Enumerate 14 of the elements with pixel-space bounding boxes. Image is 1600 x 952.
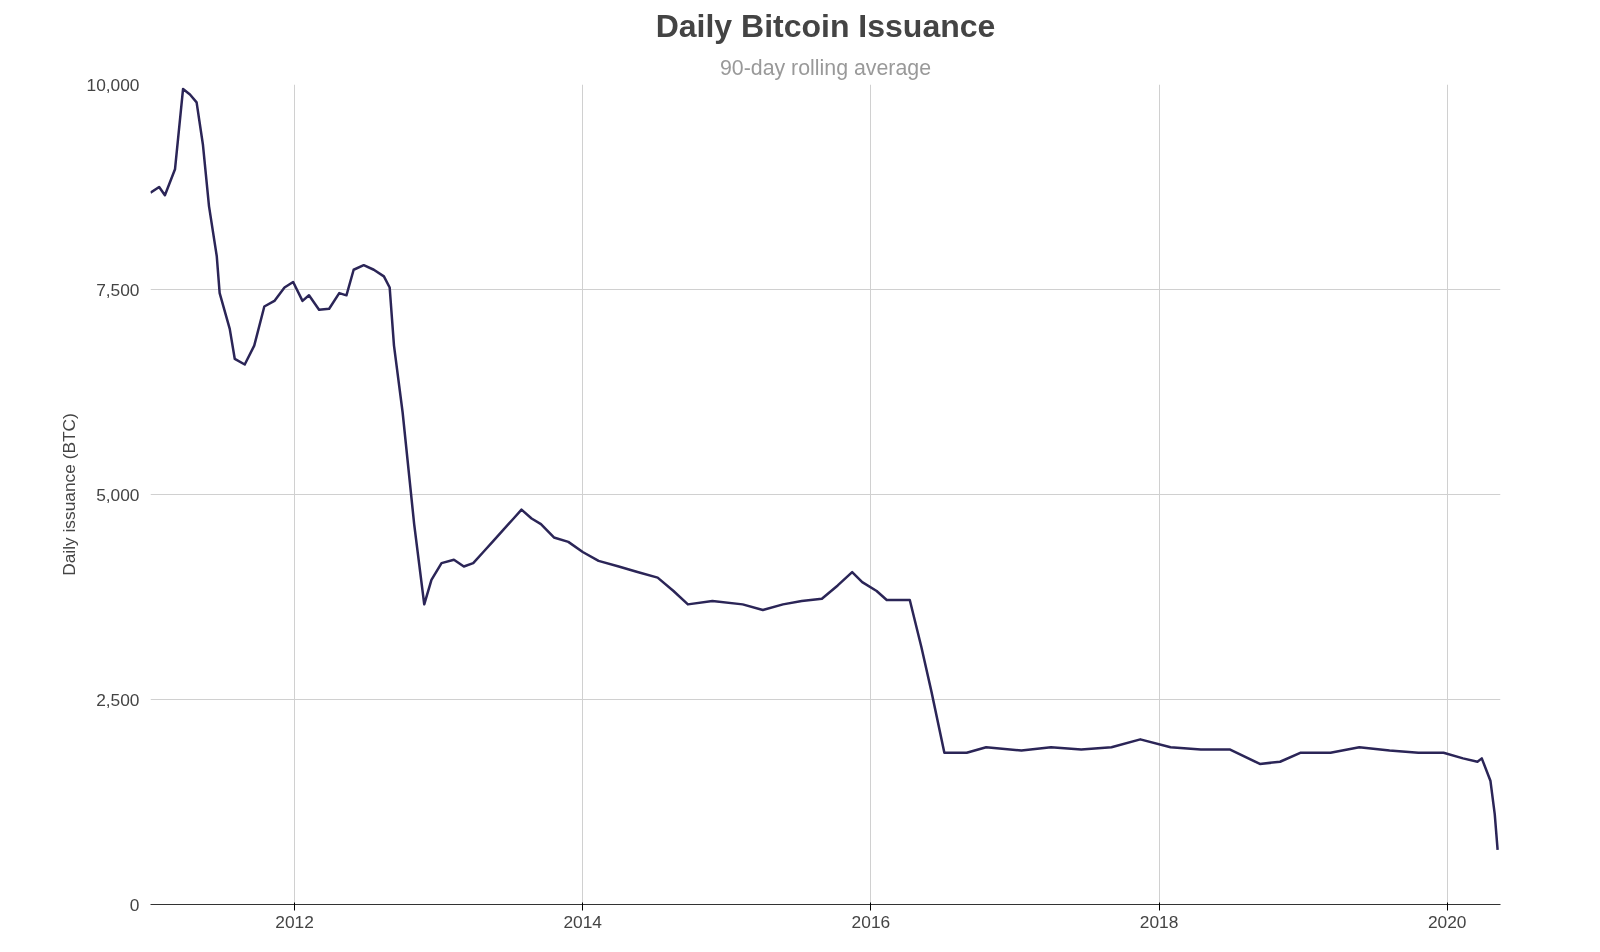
x-tick-label: 2020: [1427, 911, 1467, 932]
y-axis-title: Daily issuance (BTC): [58, 413, 79, 576]
chart-title: Daily Bitcoin Issuance: [655, 7, 996, 44]
chart-subtitle: 90-day rolling average: [719, 55, 932, 80]
x-tick-label: 2018: [1139, 911, 1179, 932]
x-tick-label: 2016: [851, 911, 891, 932]
y-tick-label: 7,500: [96, 279, 140, 300]
x-tick-label: 2012: [275, 911, 314, 932]
y-tick-label: 0: [129, 894, 140, 915]
y-tick-label: 10,000: [86, 74, 140, 95]
y-tick-label: 2,500: [96, 689, 140, 710]
x-tick-label: 2014: [563, 911, 603, 932]
y-tick-label: 5,000: [96, 484, 140, 505]
line-series: [150, 87, 1499, 852]
